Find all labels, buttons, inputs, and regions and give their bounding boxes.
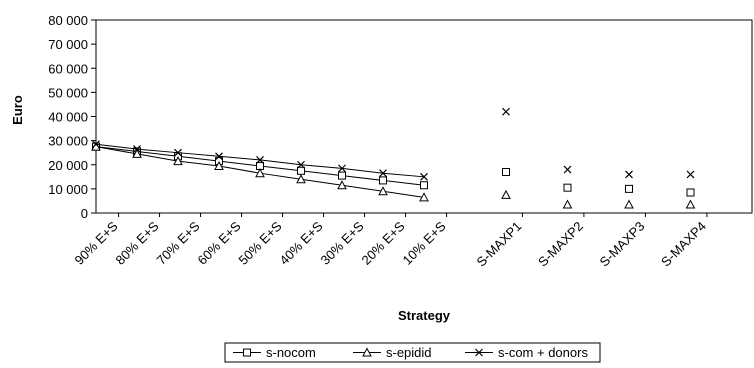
data-point <box>502 107 510 116</box>
x-tick-label: S-MAXP2 <box>535 219 586 270</box>
data-point <box>379 176 387 185</box>
y-tick-label: 40 000 <box>48 110 88 125</box>
data-point <box>296 174 306 184</box>
legend-label: s-com + donors <box>498 345 588 360</box>
data-point <box>379 169 387 178</box>
data-point <box>501 189 511 199</box>
x-tick-label: 60% E+S <box>194 218 243 267</box>
series-1 <box>92 142 695 197</box>
legend-item: s-nocom <box>233 345 316 360</box>
x-tick-label: 90% E+S <box>71 218 120 267</box>
data-point <box>685 199 696 209</box>
data-point <box>255 168 265 178</box>
x-tick-label: 80% E+S <box>112 218 161 267</box>
data-point <box>297 166 305 175</box>
legend-item: s-epidid <box>353 345 432 360</box>
series-2 <box>91 141 696 209</box>
data-point <box>338 164 346 173</box>
data-point <box>362 347 372 357</box>
data-point <box>132 148 142 158</box>
data-point <box>625 184 633 193</box>
legend-label: s-nocom <box>266 345 316 360</box>
series-layer <box>91 107 696 209</box>
data-point <box>686 188 695 197</box>
legend-item: s-com + donors <box>465 345 588 360</box>
data-point <box>625 170 633 179</box>
x-tick-label: S-MAXP4 <box>658 219 709 270</box>
data-point <box>378 186 388 196</box>
x-tick-label: 40% E+S <box>276 218 325 267</box>
x-tick-label: 30% E+S <box>317 218 366 267</box>
y-tick-label: 80 000 <box>48 13 88 28</box>
y-tick-label: 20 000 <box>48 158 88 173</box>
data-point <box>173 156 183 166</box>
series-3 <box>92 107 695 181</box>
x-tick-label: 70% E+S <box>153 218 202 267</box>
x-axis: 90% E+S80% E+S70% E+S60% E+S50% E+S40% E… <box>71 213 709 269</box>
data-point <box>256 156 264 164</box>
data-point <box>337 180 347 190</box>
x-tick-label: 10% E+S <box>399 218 448 267</box>
x-axis-title: Strategy <box>398 308 451 323</box>
data-point <box>215 152 223 161</box>
data-point <box>475 348 483 357</box>
data-point <box>297 160 305 169</box>
y-tick-label: 0 <box>81 206 88 221</box>
data-point <box>420 181 428 190</box>
x-tick-label: 20% E+S <box>358 218 407 267</box>
data-point <box>562 199 573 209</box>
y-tick-label: 30 000 <box>48 134 88 149</box>
legend-label: s-epidid <box>386 345 432 360</box>
data-point <box>133 145 141 153</box>
y-tick-label: 50 000 <box>48 85 88 100</box>
data-point <box>174 148 182 157</box>
data-point <box>214 160 224 170</box>
y-tick-label: 10 000 <box>48 182 88 197</box>
data-point <box>419 192 429 202</box>
y-tick-label: 70 000 <box>48 37 88 52</box>
data-point <box>563 183 572 192</box>
legend: s-nocom s-epidid s-com + donors <box>224 342 601 363</box>
data-point <box>624 199 634 209</box>
x-tick-label: S-MAXP3 <box>597 219 648 270</box>
data-point <box>243 348 251 357</box>
y-tick-label: 60 000 <box>48 61 88 76</box>
x-tick-label: S-MAXP1 <box>474 219 525 270</box>
data-point <box>502 167 510 176</box>
data-point <box>338 171 346 180</box>
data-point <box>420 172 428 181</box>
y-axis-title: Euro <box>10 95 25 125</box>
data-point <box>92 140 100 149</box>
data-point <box>563 165 572 174</box>
x-tick-label: 50% E+S <box>235 218 284 267</box>
data-point <box>686 170 695 179</box>
y-axis: 0 10 000 20 000 30 000 40 000 50 000 60 000 70 … <box>48 13 96 221</box>
legend-box <box>224 342 601 363</box>
